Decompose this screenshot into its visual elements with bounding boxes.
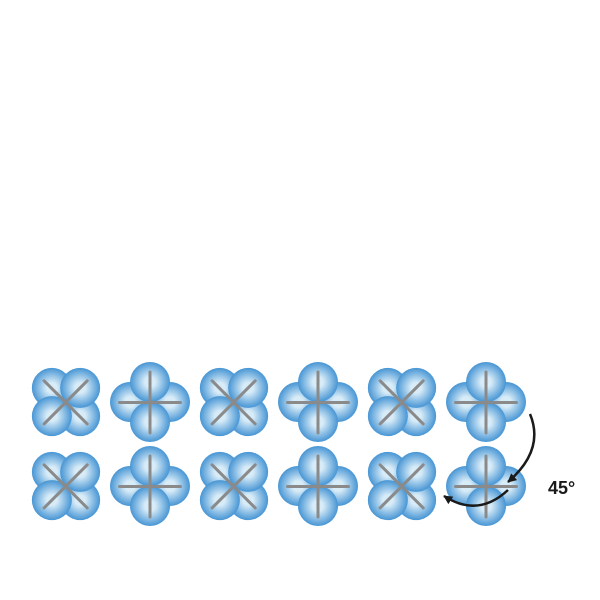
flower [444, 444, 528, 528]
flower-axis [317, 454, 320, 518]
flower-axis [149, 370, 152, 434]
flower-axis [485, 370, 488, 434]
flower [444, 360, 528, 444]
flower-axis [149, 454, 152, 518]
angle-label: 45° [548, 478, 575, 499]
diagram-canvas: 45° [0, 0, 600, 600]
flower-axis [485, 454, 488, 518]
flower-axis [317, 370, 320, 434]
